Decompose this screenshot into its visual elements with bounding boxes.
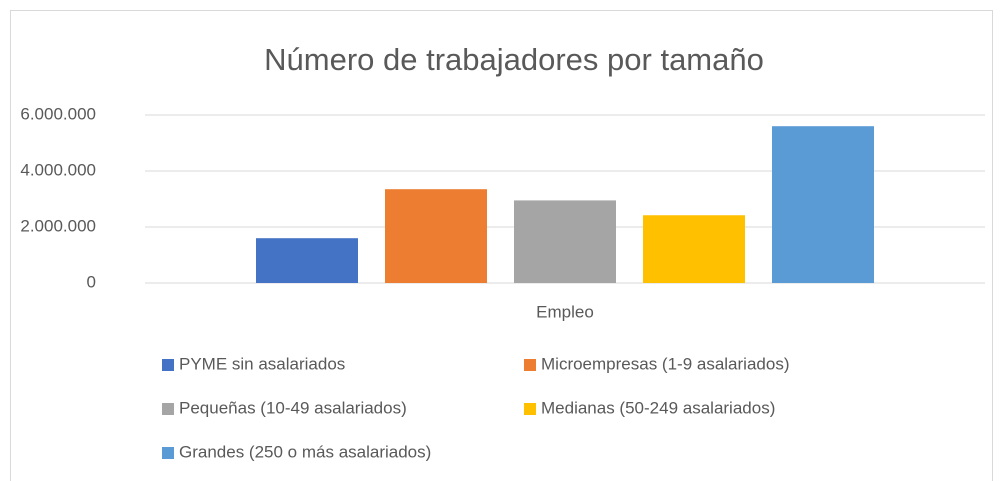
x-axis-title: Empleo: [536, 302, 594, 321]
legend-swatch: [162, 359, 174, 371]
legend-swatch: [162, 447, 174, 459]
legend-label: PYME sin asalariados: [179, 354, 345, 373]
legend-label: Grandes (250 o más asalariados): [179, 442, 431, 461]
bar: [772, 126, 874, 283]
bar: [385, 189, 487, 283]
chart-title: Número de trabajadores por tamaño: [264, 42, 764, 77]
legend-swatch: [524, 403, 536, 415]
legend-swatch: [524, 359, 536, 371]
y-tick-label: 4.000.000: [20, 160, 96, 179]
bar: [514, 200, 616, 283]
y-tick-label: 0: [87, 272, 96, 291]
bar: [256, 238, 358, 283]
y-tick-label: 6.000.000: [20, 104, 96, 123]
legend-swatch: [162, 403, 174, 415]
bar: [643, 215, 745, 283]
legend-label: Medianas (50-249 asalariados): [541, 398, 775, 417]
legend-label: Microempresas (1-9 asalariados): [541, 354, 789, 373]
legend-label: Pequeñas (10-49 asalariados): [179, 398, 407, 417]
y-tick-label: 2.000.000: [20, 216, 96, 235]
